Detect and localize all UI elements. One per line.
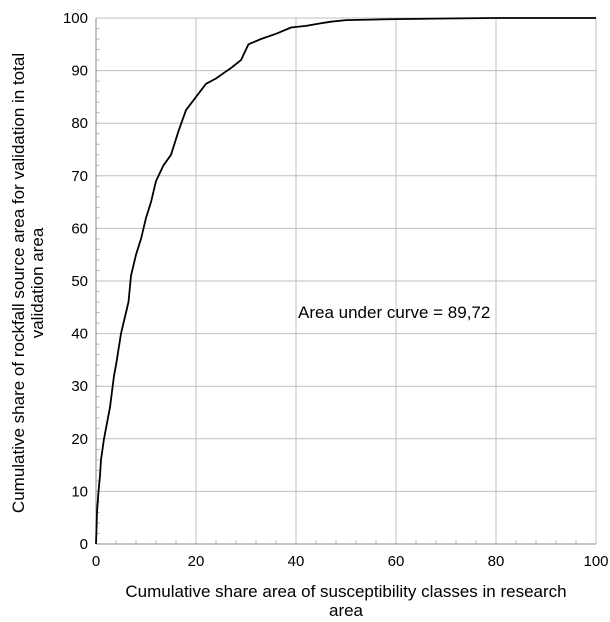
x-tick-label: 60 [388, 553, 405, 570]
y-tick-label: 60 [71, 220, 88, 237]
y-tick-label: 0 [80, 536, 88, 553]
y-tick-label: 40 [71, 326, 88, 343]
x-tick-label: 20 [188, 553, 205, 570]
x-tick-label: 80 [488, 553, 505, 570]
x-tick-label: 40 [288, 553, 305, 570]
y-tick-label: 50 [71, 273, 88, 290]
y-tick-label: 90 [71, 63, 88, 80]
y-tick-label: 30 [71, 378, 88, 395]
y-minor-ticks [95, 17, 597, 545]
y-axis-title-line: validation area [28, 227, 47, 338]
x-tick-label: 100 [583, 553, 608, 570]
x-axis-title: Cumulative share area of susceptibility … [125, 582, 566, 620]
y-tick-label: 10 [71, 483, 88, 500]
x-axis-title-line: area [329, 601, 364, 620]
y-tick-labels: 0 10 20 30 40 50 60 70 80 90 100 [63, 10, 88, 553]
gridlines [96, 17, 597, 544]
x-tick-label: 0 [92, 553, 100, 570]
x-tick-labels: 0 20 40 60 80 100 [92, 553, 609, 570]
roc-curve-line [95, 17, 596, 545]
y-tick-label: 80 [71, 115, 88, 132]
series-group [95, 17, 596, 545]
y-tick-label: 70 [71, 168, 88, 185]
area-under-curve-annotation: Area under curve = 89,72 [298, 303, 490, 322]
y-axis-title: Cumulative share of rockfall source area… [9, 53, 47, 513]
y-tick-label: 20 [71, 431, 88, 448]
y-axis-title-line: Cumulative share of rockfall source area… [9, 53, 28, 513]
axes [95, 18, 596, 545]
y-tick-label: 100 [63, 10, 88, 27]
x-axis-title-line: Cumulative share area of susceptibility … [125, 582, 566, 601]
